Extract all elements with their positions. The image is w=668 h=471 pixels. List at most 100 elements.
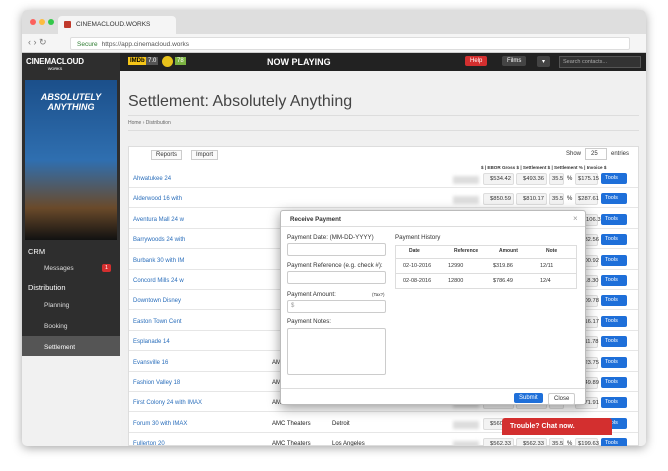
- crm-heading: CRM: [28, 247, 46, 256]
- tools-button[interactable]: Tools: [601, 275, 627, 286]
- notes-input[interactable]: [287, 328, 386, 375]
- tools-button[interactable]: Tools: [601, 213, 627, 225]
- theater-link[interactable]: Ahwatukee 24: [133, 176, 172, 182]
- theater-link[interactable]: First Colony 24 with IMAX: [133, 400, 203, 407]
- tools-button[interactable]: Tools: [601, 173, 627, 184]
- address-bar: ‹ › ↻ Secure https://app.cinemacloud.work…: [22, 34, 646, 53]
- tools-button[interactable]: Tools: [601, 315, 627, 327]
- pct-cell[interactable]: 35.5: [549, 173, 564, 185]
- history-table: Date Reference Amount Note 02-10-2016 12990 $3…: [395, 245, 577, 289]
- close-button[interactable]: Close: [548, 393, 576, 405]
- invoice-cell: $287.61: [575, 193, 599, 206]
- main: Settlement: Absolutely Anything Home › D…: [121, 71, 646, 446]
- submit-button[interactable]: Submit: [514, 393, 543, 403]
- history-header: Amount: [499, 248, 518, 254]
- rt-icon: [162, 56, 173, 67]
- amount-input[interactable]: $: [287, 300, 386, 313]
- min-dot[interactable]: [39, 19, 45, 25]
- tools-button[interactable]: Tools: [601, 397, 627, 409]
- pct-sign: %: [567, 176, 573, 182]
- breadcrumb: Home › Distribution: [128, 115, 639, 131]
- pct-cell[interactable]: 35.5: [549, 193, 564, 206]
- tools-button[interactable]: Tools: [601, 336, 627, 348]
- history-cell: 12/4: [540, 278, 551, 284]
- user-button[interactable]: ▾: [537, 56, 551, 67]
- theater-link[interactable]: Alderwood 16 with: [133, 196, 183, 203]
- tools-button[interactable]: Tools: [601, 254, 627, 266]
- url-field[interactable]: Secure https://app.cinemacloud.works: [70, 37, 630, 50]
- logo[interactable]: CINEMACLOUD WORKS: [26, 57, 84, 71]
- invoice-cell: $199.63: [575, 438, 599, 446]
- amount-label: Payment Amount:: [287, 291, 336, 298]
- tools-button[interactable]: Tools: [601, 377, 627, 388]
- tools-button[interactable]: Tools: [601, 193, 627, 205]
- tab-bar: CINEMACLOUD.WORKS: [22, 10, 646, 34]
- chat-button[interactable]: Trouble? Chat now.: [502, 418, 612, 435]
- crumb[interactable]: Home: [128, 120, 142, 126]
- history-cell: 02-10-2016: [403, 263, 432, 269]
- city: Detroit: [332, 420, 350, 427]
- sidebar: CINEMACLOUD WORKS ABSOLUTELY ANYTHING CRM…: [22, 53, 120, 356]
- theater-link[interactable]: Fashion Valley 18: [133, 380, 181, 386]
- distribution-heading: Distribution: [28, 283, 66, 292]
- max-dot[interactable]: [48, 19, 54, 25]
- ebor-cell: $562.33: [516, 438, 547, 446]
- nav-link[interactable]: Planning: [44, 302, 70, 309]
- heading: NOW PLAYING: [267, 57, 331, 67]
- gross-cell: $562.33: [483, 438, 514, 446]
- tab[interactable]: CINEMACLOUD.WORKS: [58, 16, 176, 34]
- poster: ABSOLUTELY ANYTHING: [25, 80, 117, 240]
- ebor-cell: $810.17: [516, 193, 547, 206]
- table-header: $ | EBOR Gross $ | Settlement $ | Settle…: [481, 165, 607, 170]
- imdb-score: 7.0: [146, 57, 159, 65]
- nav-link[interactable]: Settlement: [44, 344, 76, 351]
- modal-close-x[interactable]: ×: [573, 214, 578, 223]
- close-dot[interactable]: [30, 19, 36, 25]
- entries-label: entries: [611, 151, 630, 157]
- theater-link[interactable]: Fullerton 20: [133, 441, 165, 446]
- theater-link[interactable]: Barrywoods 24 with: [133, 237, 186, 244]
- tools-button[interactable]: Tools: [601, 356, 627, 368]
- modal: Receive Payment × Payment Date: (MM-DD-Y…: [280, 210, 586, 405]
- theater-link[interactable]: Evansville 16: [133, 359, 169, 366]
- history-header: Reference: [454, 248, 479, 254]
- history-divider: [395, 258, 577, 259]
- circuit: AMC Theaters: [272, 420, 311, 427]
- page-title: Settlement: Absolutely Anything: [128, 93, 353, 110]
- reports-button[interactable]: Reports: [151, 150, 183, 160]
- history-border: [395, 245, 577, 289]
- pct-sign: %: [567, 196, 573, 203]
- date-input[interactable]: [287, 243, 386, 256]
- tools-button[interactable]: Tools: [601, 234, 627, 246]
- theater-link[interactable]: Downtown Disney: [133, 298, 182, 305]
- crumb: Distribution: [145, 120, 171, 126]
- ref-input[interactable]: [287, 271, 386, 284]
- nav-buttons[interactable]: ‹ › ↻: [28, 37, 47, 47]
- row-divider: [129, 187, 638, 188]
- theater-link[interactable]: Easton Town Cent: [133, 318, 182, 325]
- nav-link[interactable]: Booking: [44, 323, 68, 330]
- theater-link[interactable]: Esplanade 14: [133, 339, 170, 346]
- circuit: AMC Theaters: [272, 441, 311, 446]
- pct-cell[interactable]: 35.5: [549, 438, 564, 446]
- messages-link[interactable]: Messages: [44, 265, 74, 272]
- import-button[interactable]: Import: [191, 150, 219, 160]
- blurred-cell: [453, 441, 479, 446]
- entries-select[interactable]: 25: [585, 148, 607, 160]
- tax-label[interactable]: (Tax?): [372, 292, 385, 297]
- tools-button[interactable]: Tools: [601, 295, 627, 307]
- theater-link[interactable]: Aventura Mall 24 w: [133, 216, 184, 223]
- films-button[interactable]: Films: [502, 56, 527, 66]
- theater-link[interactable]: Forum 30 with IMAX: [133, 420, 188, 427]
- search-input[interactable]: Search contacts...: [559, 56, 641, 68]
- messages-badge: 1: [102, 264, 112, 272]
- theater-link[interactable]: Concord Mills 24 w: [133, 278, 184, 284]
- blurred-cell: [453, 420, 479, 429]
- history-cell: 12800: [448, 278, 464, 284]
- top-bar: IMDb 7.0 78 NOW PLAYING Help Films ▾ Sea…: [22, 53, 646, 71]
- theater-link[interactable]: Burbank 30 with IM: [133, 257, 185, 264]
- help-button[interactable]: Help: [465, 56, 488, 66]
- modal-title: Receive Payment: [290, 216, 341, 223]
- tools-button[interactable]: Tools: [601, 438, 627, 446]
